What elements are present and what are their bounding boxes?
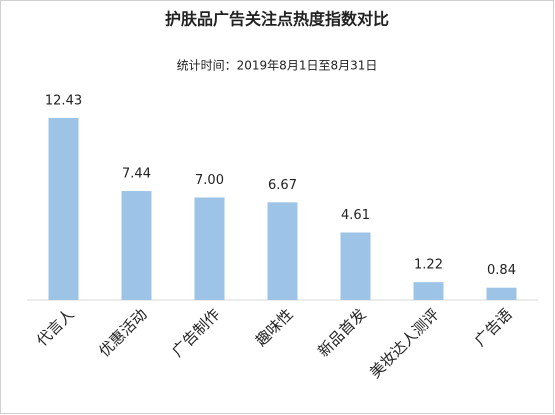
value-label: 7.00 (195, 173, 224, 188)
bar (121, 191, 152, 300)
value-label: 1.22 (414, 258, 443, 273)
bar (194, 197, 225, 300)
bar (340, 232, 371, 300)
value-label: 6.67 (268, 178, 297, 193)
bar (267, 202, 298, 300)
bar (48, 118, 79, 300)
chart-subtitle: 统计时间：2019年8月1日至8月31日 (177, 59, 378, 73)
value-label: 0.84 (487, 263, 516, 278)
value-label: 12.43 (45, 94, 82, 109)
bar (413, 282, 444, 300)
bar (486, 287, 517, 300)
value-label: 7.44 (122, 167, 151, 182)
chart-title: 护肤品广告关注点热度指数对比 (165, 10, 389, 29)
value-label: 4.61 (341, 208, 370, 223)
